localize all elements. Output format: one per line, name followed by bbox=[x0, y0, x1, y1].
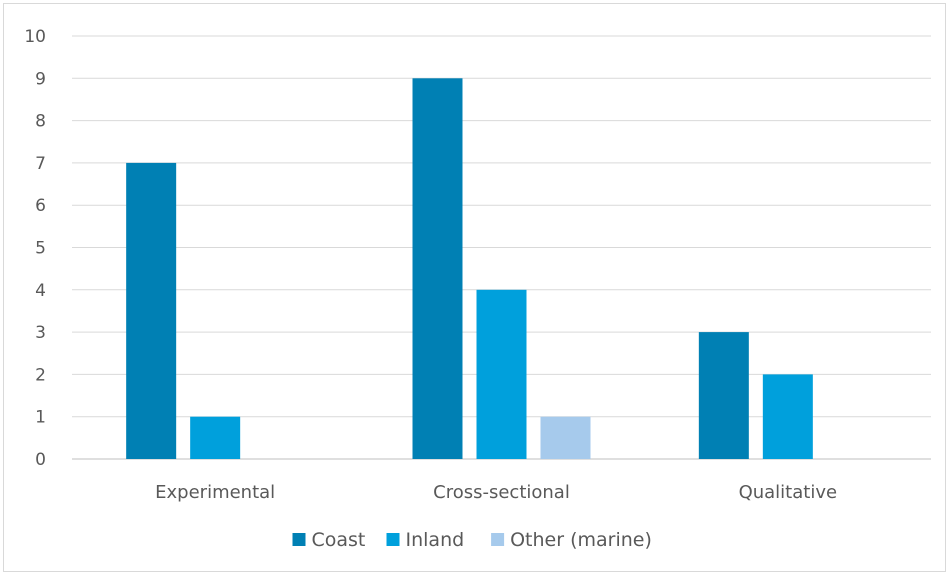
x-category-label: Cross-sectional bbox=[433, 482, 570, 503]
bar-chart: 0 1 2 3 4 5 6 7 8 9 10 Experimental Cross-sectional… bbox=[24, 27, 931, 551]
x-category-label: Experimental bbox=[155, 482, 275, 503]
bar-inland-qualitative bbox=[762, 374, 813, 459]
legend-item-other-marine: Other (marine) bbox=[491, 529, 652, 551]
y-tick-label: 2 bbox=[35, 365, 46, 385]
legend-item-inland: Inland bbox=[386, 529, 465, 551]
bar-coast-experimental bbox=[126, 162, 177, 459]
bar-inland-experimental bbox=[190, 416, 241, 459]
bars bbox=[126, 78, 813, 460]
x-axis-category-labels: Experimental Cross-sectional Qualitative bbox=[155, 482, 837, 503]
legend-swatch bbox=[386, 533, 400, 546]
y-tick-label: 7 bbox=[35, 154, 46, 174]
chart-area: 0 1 2 3 4 5 6 7 8 9 10 Experimental Cross-sectional… bbox=[3, 3, 946, 572]
x-category-label: Qualitative bbox=[739, 482, 837, 503]
legend-label: Inland bbox=[406, 529, 465, 551]
legend-swatch bbox=[491, 533, 505, 546]
y-tick-label: 4 bbox=[35, 281, 46, 301]
y-tick-label: 10 bbox=[24, 27, 46, 47]
bar-coast-cross-sectional bbox=[412, 78, 463, 460]
y-tick-label: 0 bbox=[35, 450, 46, 470]
legend-label: Other (marine) bbox=[510, 529, 652, 551]
y-tick-label: 3 bbox=[35, 323, 46, 343]
y-tick-label: 9 bbox=[35, 69, 46, 89]
y-tick-label: 1 bbox=[35, 408, 46, 428]
y-tick-label: 6 bbox=[35, 196, 46, 216]
bar-inland-cross-sectional bbox=[476, 289, 527, 459]
legend-item-coast: Coast bbox=[292, 529, 366, 551]
y-tick-label: 5 bbox=[35, 239, 46, 259]
legend-label: Coast bbox=[312, 529, 366, 551]
bar-other-marine-cross-sectional bbox=[540, 416, 591, 459]
legend: Coast Inland Other (marine) bbox=[292, 529, 652, 551]
y-tick-label: 8 bbox=[35, 112, 46, 132]
bar-coast-qualitative bbox=[698, 332, 749, 459]
legend-swatch bbox=[292, 533, 306, 546]
y-axis-tick-labels: 0 1 2 3 4 5 6 7 8 9 10 bbox=[24, 27, 46, 470]
